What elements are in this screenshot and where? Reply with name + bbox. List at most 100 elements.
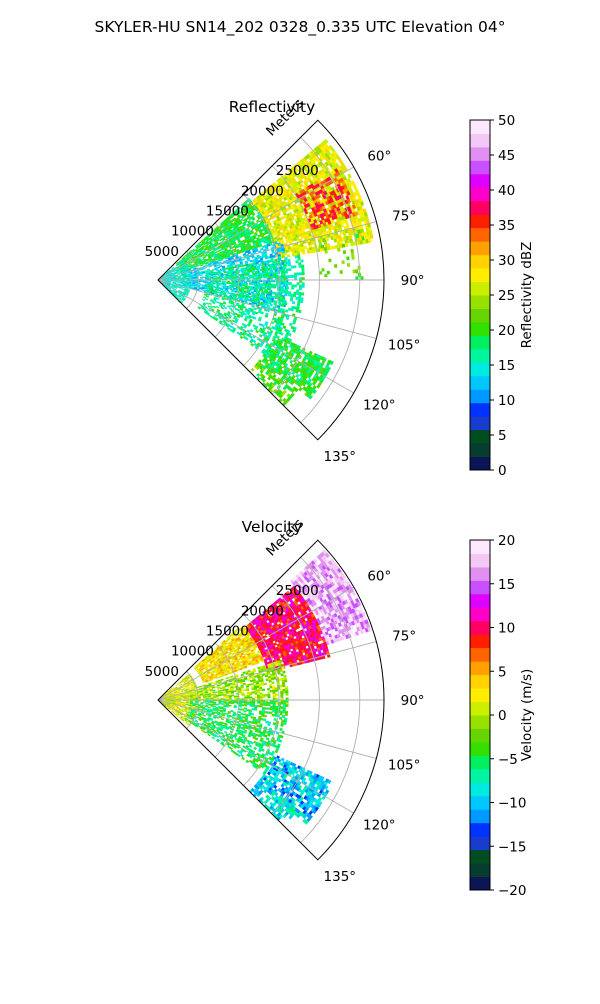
- echo-cell: [297, 273, 300, 276]
- echo-cell: [217, 265, 220, 267]
- echo-cell: [289, 268, 292, 271]
- echo-cell: [288, 264, 291, 267]
- angular-tick-label: 120°: [363, 397, 396, 413]
- echo-cell: [260, 285, 263, 287]
- echo-cell: [213, 290, 216, 291]
- echo-cell: [268, 288, 271, 290]
- echo-cell: [227, 305, 230, 307]
- echo-cell: [211, 288, 214, 289]
- radial-tick-label: 25000: [276, 163, 319, 179]
- echo-cell: [211, 273, 214, 274]
- echo-cell: [263, 282, 266, 284]
- echo-cell: [285, 284, 288, 286]
- echo-cell: [271, 270, 274, 272]
- echo-cell: [255, 330, 258, 333]
- echo-cell: [232, 285, 235, 287]
- echo-cell: [267, 264, 270, 266]
- echo-cell: [244, 291, 247, 293]
- echo-cell: [202, 273, 205, 274]
- echo-cell: [272, 251, 275, 254]
- colorbar-tick-label: 45: [498, 148, 515, 164]
- echo-cell: [251, 343, 254, 346]
- echo-cell: [269, 302, 272, 304]
- echo-cell: [252, 256, 255, 258]
- echo-cell: [349, 630, 353, 634]
- echo-cell: [286, 275, 289, 277]
- echo-cell: [369, 231, 372, 235]
- echo-cell: [268, 292, 271, 294]
- echo-cell: [284, 282, 287, 284]
- echo-cell: [296, 374, 300, 378]
- echo-cell: [351, 253, 354, 257]
- echo-cell: [224, 272, 227, 273]
- echo-cell: [205, 298, 208, 300]
- echo-cell: [263, 276, 266, 278]
- echo-cell: [258, 287, 261, 289]
- echo-cell: [211, 286, 214, 287]
- echo-cell: [298, 310, 301, 313]
- echo-cell: [298, 257, 301, 260]
- echo-cell: [246, 297, 249, 299]
- colorbar-segment: [470, 228, 490, 242]
- echo-cell: [253, 283, 256, 285]
- colorbar-segment: [470, 282, 490, 296]
- echo-cell: [200, 265, 203, 267]
- echo-cell: [270, 296, 273, 298]
- echo-cell: [219, 265, 222, 267]
- echo-cell: [289, 360, 293, 364]
- echo-cell: [293, 294, 296, 297]
- echo-cell: [249, 283, 252, 285]
- echo-cell: [282, 298, 285, 301]
- colorbar-segment: [470, 308, 490, 322]
- echo-cell: [221, 288, 224, 289]
- echo-cell: [266, 303, 269, 305]
- echo-cell: [206, 274, 209, 275]
- colorbar-segment: [470, 430, 490, 444]
- echo-cell: [192, 272, 195, 273]
- echo-cell: [342, 260, 345, 263]
- echo-cell: [231, 268, 234, 270]
- echo-cell: [186, 276, 189, 277]
- echo-cell: [273, 286, 276, 288]
- echo-cell: [292, 301, 295, 304]
- echo-cell: [223, 268, 226, 270]
- echo-cell: [247, 272, 250, 274]
- echo-cell: [250, 270, 253, 272]
- colorbar-tick-label: 5: [498, 428, 507, 444]
- echo-cell: [294, 275, 297, 277]
- echo-cell: [234, 266, 237, 268]
- echo-cell: [293, 265, 296, 268]
- echo-cell: [189, 281, 192, 282]
- echo-cell: [210, 306, 213, 308]
- colorbar-segment: [470, 349, 490, 363]
- echo-cell: [269, 260, 272, 262]
- echo-cell: [189, 282, 192, 283]
- echo-cell: [231, 290, 234, 292]
- echo-cell: [206, 271, 209, 272]
- echo-cell: [286, 269, 289, 271]
- echo-cell: [301, 267, 304, 270]
- echo-cell: [255, 288, 258, 290]
- echo-cell: [337, 248, 340, 252]
- echo-cell: [355, 270, 358, 274]
- colorbar-segment: [470, 214, 490, 228]
- echo-cell: [254, 294, 257, 296]
- echo-cell: [241, 265, 244, 267]
- echo-cell: [264, 297, 267, 299]
- echo-cell: [214, 287, 217, 288]
- echo-cell: [263, 284, 266, 286]
- echo-cell: [189, 278, 192, 279]
- colorbar-segment: [470, 255, 490, 269]
- echo-cell: [283, 291, 286, 293]
- echo-cell: [301, 265, 304, 268]
- echo-cell: [208, 272, 211, 273]
- echo-cell: [216, 286, 219, 287]
- echo-cell: [247, 291, 250, 293]
- echo-cell: [292, 321, 295, 324]
- colorbar-tick-label: 10: [498, 393, 515, 409]
- echo-cell: [186, 281, 189, 282]
- echo-cell: [324, 274, 327, 277]
- echo-cell: [239, 265, 242, 267]
